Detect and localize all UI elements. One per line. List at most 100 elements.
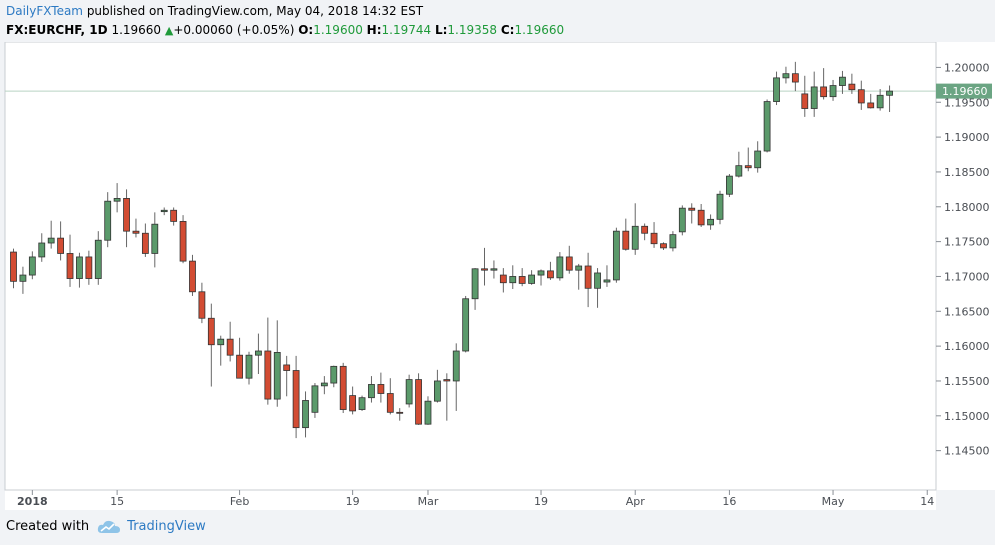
- tradingview-cloud-icon[interactable]: [97, 520, 121, 534]
- candle-body-up: [424, 400, 432, 425]
- time-tick-label: 16: [722, 495, 736, 508]
- price-axis[interactable]: [936, 42, 995, 490]
- time-axis[interactable]: [5, 490, 936, 510]
- candle: [867, 93, 875, 109]
- last-price-tag: [936, 83, 992, 99]
- candle-body-up: [763, 101, 771, 152]
- candle: [320, 376, 328, 395]
- created-with-text: Created with: [6, 519, 90, 534]
- candle-body-up: [160, 209, 168, 213]
- candle: [528, 270, 535, 285]
- price-tick-label: 1.14500: [944, 445, 990, 458]
- candle: [179, 215, 187, 264]
- candle: [490, 260, 498, 279]
- candles: [10, 61, 893, 439]
- time-tick-label: Apr: [626, 495, 646, 508]
- candle: [697, 203, 705, 227]
- symbol-label[interactable]: FX:EURCHF, 1D: [6, 23, 108, 37]
- candle-body-up: [669, 234, 677, 249]
- candle-body-up: [735, 165, 743, 177]
- candle: [255, 333, 262, 374]
- candle-body-up: [245, 354, 253, 379]
- candle-body-down: [415, 379, 422, 425]
- candle-body-down: [848, 83, 856, 91]
- candle-body-up: [320, 382, 328, 387]
- candle: [292, 355, 300, 439]
- candle-body-down: [264, 350, 272, 400]
- candle: [47, 220, 55, 249]
- candle-body-up: [462, 298, 470, 352]
- candle: [264, 317, 272, 405]
- price-tick-label: 1.17000: [944, 270, 990, 283]
- candlestick-chart[interactable]: 1.20000 1.19500 1.19000 1.18500 1.18000 1.175…: [0, 41, 995, 510]
- time-tick-label: 14: [920, 495, 934, 508]
- candle: [311, 383, 319, 418]
- candle: [820, 68, 828, 100]
- candle: [801, 75, 809, 117]
- candle-body-down: [377, 384, 385, 394]
- candle: [707, 214, 714, 230]
- candle: [443, 373, 451, 421]
- candle: [217, 335, 225, 366]
- candle-body-down: [236, 354, 243, 379]
- candle-body-up: [575, 265, 583, 271]
- candle-body-down: [339, 365, 347, 410]
- candle-body-up: [810, 86, 818, 109]
- candle-body-down: [198, 291, 206, 319]
- candle-body-up: [113, 198, 121, 202]
- candle: [433, 369, 441, 403]
- candle: [273, 320, 281, 407]
- candle-body-up: [104, 200, 112, 241]
- candle: [688, 203, 696, 224]
- tradingview-link[interactable]: TradingView: [127, 519, 206, 534]
- candle: [810, 71, 818, 117]
- candle: [716, 190, 724, 225]
- chart-panel[interactable]: 1.20000 1.19500 1.19000 1.18500 1.18000 1.175…: [0, 41, 995, 510]
- candle-body-down: [57, 237, 64, 254]
- last-price-marker: 1.19660: [936, 83, 992, 99]
- candle: [839, 70, 846, 94]
- candle: [405, 374, 413, 408]
- candle-body-up: [876, 94, 884, 109]
- ohlc-legend: FX:EURCHF, 1D 1.19660 ▲+0.00060 (+0.05%)…: [6, 22, 564, 39]
- price-tick-label: 1.19000: [944, 131, 990, 144]
- candle: [57, 221, 64, 261]
- time-tick-label: 2018: [17, 495, 48, 508]
- candle-body-up: [471, 268, 479, 300]
- candle-body-up: [612, 230, 620, 281]
- candle-body-up: [707, 218, 714, 226]
- candle: [330, 365, 338, 388]
- time-tick-label: Feb: [230, 495, 249, 508]
- candle: [565, 245, 573, 274]
- candle-body-up: [311, 385, 319, 413]
- open-value: 1.19600: [313, 23, 363, 37]
- candle: [85, 250, 93, 285]
- change-text: +0.00060 (+0.05%): [173, 23, 295, 37]
- candle: [462, 295, 470, 353]
- candle: [782, 66, 790, 84]
- candle: [349, 386, 357, 415]
- candle: [386, 378, 394, 415]
- candle: [471, 268, 479, 310]
- candle-body-down: [141, 232, 149, 254]
- price-tick-label: 1.20000: [944, 61, 990, 74]
- candle-body-up: [528, 274, 535, 284]
- candle: [198, 282, 206, 324]
- close-value: 1.19660: [514, 23, 565, 37]
- candle: [744, 147, 752, 172]
- candle: [631, 203, 639, 255]
- candle: [547, 261, 554, 280]
- author-link[interactable]: DailyFXTeam: [6, 4, 83, 18]
- candle: [415, 373, 422, 425]
- candle: [113, 183, 121, 213]
- candle-body-up: [19, 274, 27, 282]
- plot-area[interactable]: [4, 41, 937, 491]
- candle: [94, 231, 102, 285]
- candle: [754, 141, 762, 173]
- candle: [377, 372, 385, 403]
- candle-body-down: [85, 256, 93, 279]
- candle-body-down: [179, 221, 187, 262]
- candle: [132, 218, 140, 238]
- published-text: published on TradingView.com, May 04, 20…: [83, 4, 424, 18]
- candle: [76, 252, 83, 288]
